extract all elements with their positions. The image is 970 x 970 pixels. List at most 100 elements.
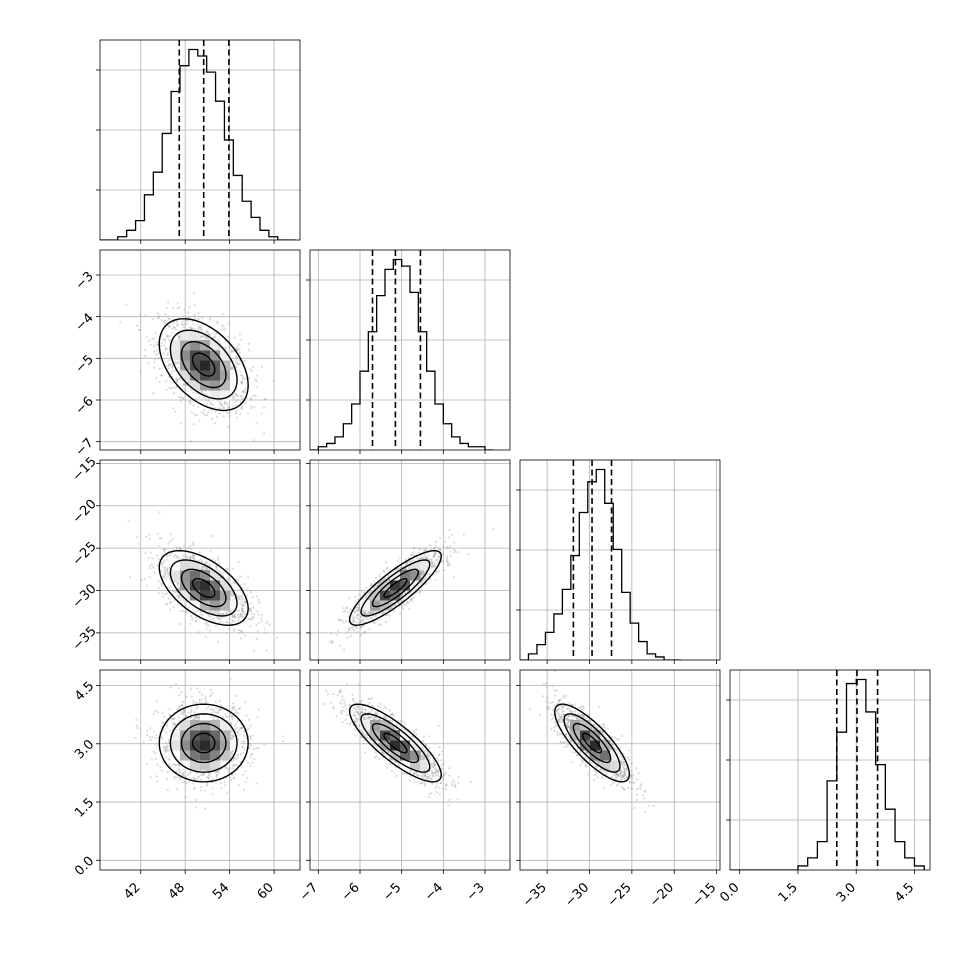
scatter-point	[167, 363, 171, 366]
scatter-point	[240, 596, 243, 599]
scatter-point	[167, 758, 171, 761]
scatter-point	[436, 558, 439, 561]
scatter-point	[408, 607, 411, 610]
scatter-point	[257, 708, 260, 711]
scatter-point	[364, 597, 367, 600]
scatter-point	[238, 588, 241, 591]
panel-frame	[99, 39, 301, 241]
scatter-point	[233, 758, 236, 761]
scatter-point	[180, 691, 183, 694]
scatter-point	[189, 614, 193, 617]
scatter-point	[335, 633, 338, 637]
scatter-point	[151, 337, 154, 341]
scatter-point	[200, 774, 203, 777]
scatter-point	[203, 789, 206, 792]
scatter-point	[367, 610, 370, 613]
scatter-point	[189, 439, 193, 443]
scatter-point	[424, 553, 427, 556]
scatter-point	[177, 377, 180, 381]
scatter-point	[163, 571, 167, 574]
scatter-point	[359, 627, 362, 630]
scatter-point	[226, 567, 229, 570]
scatter-point	[163, 746, 166, 749]
scatter-point	[143, 348, 147, 351]
density-cell	[200, 580, 211, 591]
scatter-point	[240, 745, 244, 749]
scatter-point	[189, 544, 192, 548]
scatter-point	[255, 747, 258, 750]
scatter-point	[158, 544, 161, 547]
scatter-point	[433, 561, 436, 565]
scatter-point	[445, 557, 449, 560]
scatter-point	[361, 610, 364, 613]
scatter-point	[184, 319, 187, 322]
scatter-point	[232, 619, 236, 622]
scatter-point	[437, 560, 440, 563]
scatter-point	[185, 796, 188, 799]
scatter-point	[178, 360, 181, 364]
scatter-point	[262, 406, 266, 409]
scatter-point	[167, 738, 170, 742]
x-tick-label: 4.5	[892, 880, 917, 905]
scatter-point	[356, 609, 359, 613]
scatter-point	[152, 566, 155, 569]
scatter-point	[167, 573, 170, 576]
scatter-point	[228, 617, 231, 620]
scatter-point	[172, 325, 175, 329]
scatter-point	[218, 400, 222, 403]
scatter-point	[243, 391, 246, 394]
scatter-point	[353, 611, 357, 614]
scatter-point	[448, 545, 452, 548]
scatter-point	[145, 584, 149, 587]
scatter-point	[163, 321, 166, 324]
scatter-point	[407, 566, 411, 570]
scatter-point	[168, 540, 171, 543]
scatter-point	[241, 604, 244, 607]
scatter-point	[166, 592, 169, 595]
scatter-point	[240, 613, 243, 616]
scatter-point	[227, 577, 230, 581]
scatter-point	[372, 610, 375, 613]
scatter-point	[246, 588, 249, 591]
scatter-point	[397, 602, 400, 605]
scatter-point	[241, 375, 245, 378]
density-cell	[410, 580, 421, 591]
scatter-point	[183, 322, 186, 326]
scatter-point	[180, 713, 183, 716]
scatter-point	[140, 578, 143, 582]
scatter-point	[216, 322, 220, 325]
scatter-point	[240, 406, 243, 410]
scatter-point	[232, 397, 235, 400]
scatter-point	[152, 337, 155, 340]
scatter-point	[440, 560, 443, 564]
scatter-point	[364, 612, 367, 615]
scatter-point	[152, 344, 156, 347]
scatter-point	[236, 345, 239, 349]
scatter-point	[189, 402, 192, 405]
scatter-point	[225, 610, 229, 613]
scatter-point	[241, 609, 244, 612]
scatter-point	[369, 616, 372, 619]
scatter-point	[176, 556, 179, 559]
scatter-point	[200, 693, 204, 696]
scatter-point	[247, 576, 250, 579]
scatter-point	[161, 592, 164, 595]
scatter-point	[256, 374, 259, 377]
scatter-point	[164, 750, 167, 754]
scatter-point	[166, 748, 170, 751]
scatter-point	[202, 335, 205, 338]
scatter-point	[449, 563, 452, 566]
scatter-point	[257, 621, 261, 625]
scatter-point	[241, 586, 244, 590]
scatter-point	[181, 384, 184, 387]
scatter-point	[231, 737, 234, 741]
scatter-point	[144, 551, 147, 555]
scatter-point	[229, 610, 232, 613]
scatter-point	[241, 607, 244, 610]
scatter-point	[249, 591, 252, 595]
scatter-point	[190, 687, 193, 690]
scatter-point	[151, 557, 154, 560]
density-cell	[170, 570, 181, 581]
scatter-point	[232, 396, 236, 399]
scatter-point	[276, 636, 279, 639]
